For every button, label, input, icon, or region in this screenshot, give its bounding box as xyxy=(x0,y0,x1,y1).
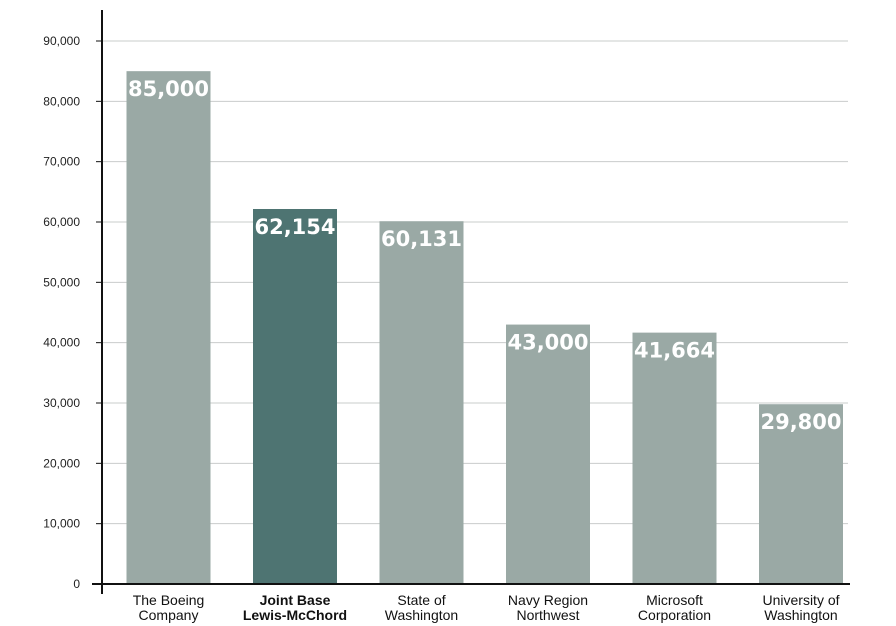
axes xyxy=(92,10,850,594)
y-tick-label: 40,000 xyxy=(43,336,80,350)
category-label: University of xyxy=(762,592,839,608)
category-label: Navy Region xyxy=(508,592,588,608)
category-label: Joint Base xyxy=(260,592,331,608)
gridlines xyxy=(102,40,848,525)
category-label: Lewis-McChord xyxy=(243,607,347,623)
data-label: 29,800 xyxy=(760,410,841,434)
data-label: 62,154 xyxy=(254,215,335,239)
y-tick-label: 0 xyxy=(73,577,80,591)
y-tick-label: 80,000 xyxy=(43,94,80,108)
bars xyxy=(126,71,843,584)
bar xyxy=(632,332,717,584)
data-label: 60,131 xyxy=(381,227,462,251)
bar xyxy=(126,71,211,584)
data-labels: 85,000 62,154 60,131 43,000 41,664 29,800 xyxy=(128,77,842,434)
category-label: Microsoft xyxy=(646,592,703,608)
y-tick-label: 30,000 xyxy=(43,396,80,410)
y-tick-label: 20,000 xyxy=(43,456,80,470)
category-label: Corporation xyxy=(638,607,711,623)
bar xyxy=(379,221,464,584)
y-tick-labels: 0 10,000 20,000 30,000 40,000 50,000 60,000 70,… xyxy=(43,34,80,591)
bar xyxy=(253,209,337,584)
y-tick-label: 70,000 xyxy=(43,155,80,169)
category-label: The Boeing xyxy=(133,592,205,608)
y-tick-label: 60,000 xyxy=(43,215,80,229)
category-label: Washington xyxy=(764,607,837,623)
y-tick-label: 90,000 xyxy=(43,34,80,48)
category-label: Company xyxy=(139,607,199,623)
category-label: Washington xyxy=(385,607,458,623)
bar xyxy=(759,404,843,584)
data-label: 85,000 xyxy=(128,77,209,101)
category-label: Northwest xyxy=(516,607,579,623)
data-label: 43,000 xyxy=(507,331,588,355)
y-tick-label: 50,000 xyxy=(43,275,80,289)
data-label: 41,664 xyxy=(634,339,715,363)
bar xyxy=(506,324,590,584)
category-label: State of xyxy=(397,592,445,608)
y-tick-label: 10,000 xyxy=(43,517,80,531)
